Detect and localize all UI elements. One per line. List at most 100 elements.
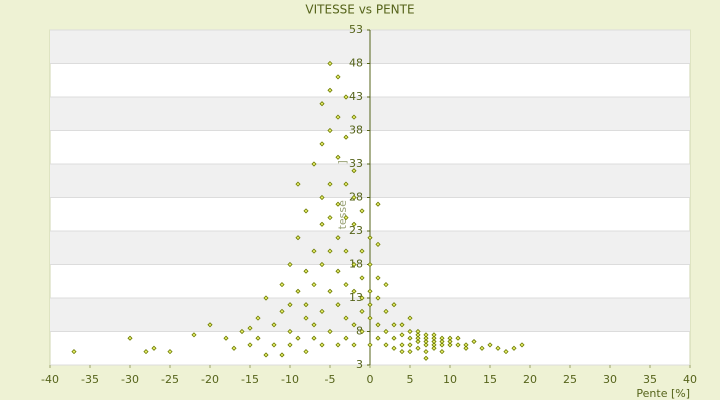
point [367,315,373,321]
point [367,261,373,268]
x-tick-label: -25 [161,373,179,386]
point [311,335,317,341]
point [351,168,357,174]
point [303,208,309,214]
point [495,345,501,351]
x-tick-label: 5 [407,373,414,386]
point [423,335,429,341]
point [351,261,357,268]
x-tick-label: -35 [81,373,99,386]
point [415,335,421,341]
point [415,345,421,351]
point [327,248,333,254]
point [231,345,237,351]
point [319,342,325,348]
point [247,325,253,331]
point [287,302,293,308]
point [391,322,397,328]
point [295,235,301,241]
point [327,87,333,93]
point [431,332,437,338]
point [407,315,413,321]
point [383,282,389,288]
point [415,332,421,338]
point [335,268,341,274]
point [351,288,357,294]
point [279,352,285,358]
point [351,114,357,120]
point [295,288,301,294]
point [383,342,389,348]
point [423,342,429,348]
x-tick-label: 30 [603,373,617,386]
point [223,335,229,341]
point [335,114,341,120]
y-tick-label: 53 [349,23,363,36]
point [71,349,77,355]
point [375,241,381,247]
point [375,335,381,341]
point [279,308,285,314]
point [391,345,397,351]
point [351,342,357,348]
y-tick-label: 13 [349,291,363,304]
point [383,328,389,335]
point [319,101,325,107]
point [407,349,413,355]
point [423,332,429,338]
point [439,349,445,355]
point [407,328,413,335]
point [319,308,325,314]
point [439,342,445,348]
y-tick-label: 3 [356,358,363,371]
point [359,275,365,281]
y-tick-label: 48 [349,57,363,70]
point [143,349,149,355]
point [287,261,293,268]
point [351,221,357,227]
point [463,345,469,351]
x-tick-label: -30 [121,373,139,386]
point [343,94,349,100]
point [319,261,325,268]
point [327,288,333,294]
point [303,268,309,274]
point [271,342,277,348]
point [303,315,309,321]
point [287,342,293,348]
point [415,328,421,335]
y-tick-label: 33 [349,157,363,170]
point [191,332,197,338]
point [399,342,405,348]
point [263,352,269,358]
point [335,302,341,308]
x-tick-label: -15 [241,373,259,386]
point [367,288,373,294]
point [295,181,301,187]
point [335,74,341,80]
point [295,335,301,341]
point [255,335,261,341]
point [127,335,133,341]
point [343,335,349,341]
point [423,355,429,361]
point [415,338,421,345]
point [359,328,365,335]
y-tick-label: 23 [349,224,363,237]
x-tick-label: -40 [41,373,59,386]
point [327,60,333,67]
x-tick-label: 25 [563,373,577,386]
point [247,342,253,348]
x-tick-label: -5 [325,373,336,386]
point [327,328,333,335]
point [375,275,381,281]
point [359,248,365,254]
point [311,161,317,167]
point [319,141,325,147]
point [303,302,309,308]
x-tick-label: 40 [683,373,697,386]
x-axis-label: Pente [%] [636,387,690,400]
point [327,215,333,221]
point [359,208,365,214]
